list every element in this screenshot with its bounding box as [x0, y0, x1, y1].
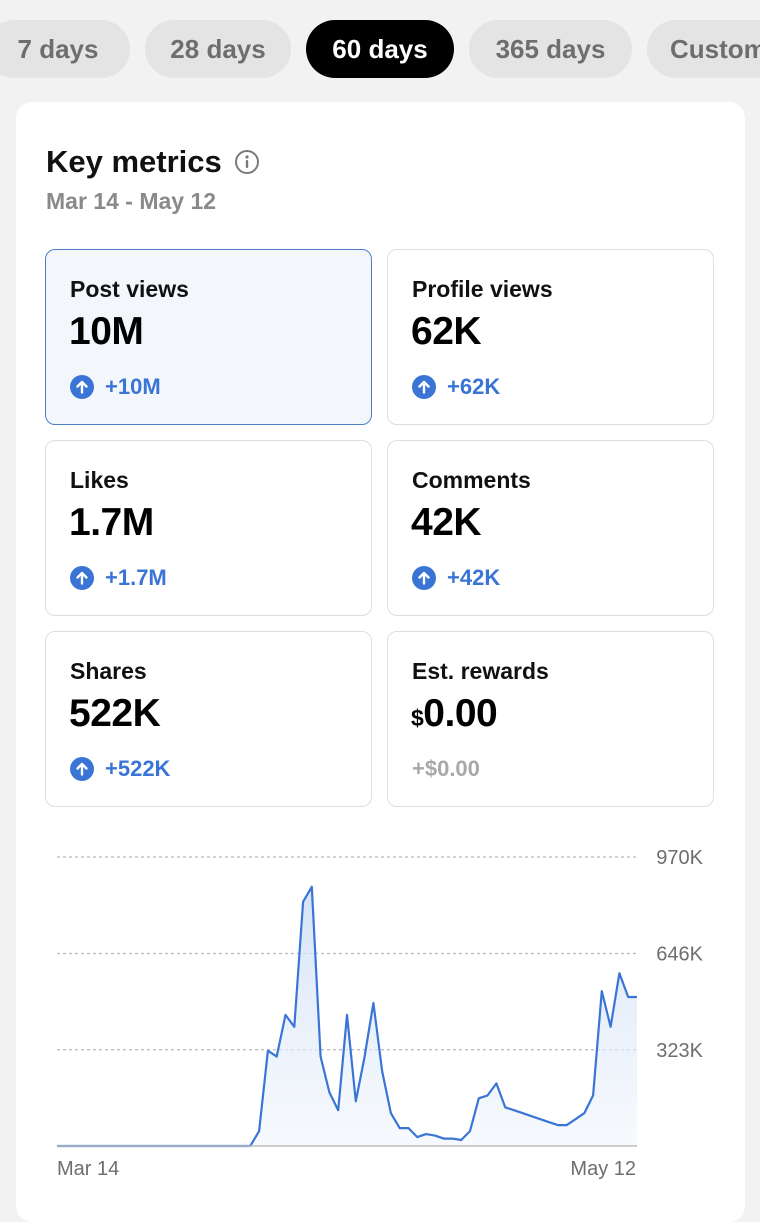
tab-label: 60 days — [332, 33, 428, 64]
metric-post-views[interactable]: Post views 10M +10M — [45, 249, 372, 425]
chart-y-tick-label: 970K — [656, 847, 703, 869]
metric-label: Shares — [70, 658, 147, 684]
tab-365-days[interactable]: 365 days — [469, 20, 632, 78]
card-title: Key metrics — [46, 144, 222, 179]
chart-x-tick-label: Mar 14 — [57, 1158, 119, 1180]
metric-change-text: +$0.00 — [412, 756, 480, 781]
date-range: Mar 14 - May 12 — [46, 188, 217, 214]
metric-label: Profile views — [412, 276, 553, 302]
tab-60-days[interactable]: 60 days — [306, 20, 454, 78]
metric-change: +1.7M — [70, 565, 167, 591]
metric-label: Post views — [70, 276, 189, 302]
arrow-up-icon — [70, 757, 94, 781]
metric-change-text: +42K — [447, 565, 501, 590]
metric-change: +522K — [70, 756, 170, 782]
metric-value: $0.00 — [411, 692, 498, 736]
info-icon[interactable] — [234, 149, 260, 175]
metric-change: +10M — [70, 374, 161, 400]
metric-shares[interactable]: Shares 522K +522K — [45, 631, 372, 807]
metric-label: Likes — [70, 467, 129, 493]
metric-change: +$0.00 — [412, 756, 480, 782]
chart-y-tick-label: 323K — [656, 1040, 703, 1062]
metric-value: 1.7M — [69, 501, 154, 544]
metric-value: 42K — [411, 501, 482, 544]
metric-est-rewards[interactable]: Est. rewards $0.00 +$0.00 — [387, 631, 714, 807]
tab-7-days[interactable]: 7 days — [0, 20, 130, 78]
arrow-up-icon — [70, 375, 94, 399]
tab-label: 28 days — [170, 33, 266, 64]
metric-change-text: +1.7M — [105, 565, 167, 590]
tab-28-days[interactable]: 28 days — [145, 20, 291, 78]
metric-change: +62K — [412, 374, 500, 400]
currency-symbol: $ — [411, 705, 424, 731]
metric-change-text: +10M — [105, 374, 161, 399]
tab-custom[interactable]: Custom — [647, 20, 760, 78]
metric-value: 10M — [69, 310, 144, 353]
metric-value: 522K — [69, 692, 161, 735]
metric-change-text: +522K — [105, 756, 171, 781]
metric-label: Est. rewards — [412, 658, 549, 684]
metric-value-amount: 0.00 — [423, 692, 498, 735]
arrow-up-icon — [412, 566, 436, 590]
tab-label: 7 days — [17, 33, 99, 64]
chart-y-tick-label: 646K — [656, 944, 703, 966]
metric-comments[interactable]: Comments 42K +42K — [387, 440, 714, 616]
metric-change-text: +62K — [447, 374, 501, 399]
chart-x-tick-labels: Mar 14 May 12 — [57, 1158, 636, 1180]
metric-change: +42K — [412, 565, 500, 591]
post-views-chart: 970K 646K 323K Mar 14 May 12 — [57, 847, 704, 1180]
key-metrics-card: Key metrics Mar 14 - May 12 Post views 1… — [16, 102, 745, 1222]
metric-label: Comments — [412, 467, 531, 493]
metric-profile-views[interactable]: Profile views 62K +62K — [387, 249, 714, 425]
title-row: Key metrics — [46, 144, 260, 180]
chart-y-tick-labels: 970K 646K 323K — [656, 847, 703, 1062]
chart-x-tick-label: May 12 — [570, 1158, 636, 1180]
metric-value: 62K — [411, 310, 482, 353]
arrow-up-icon — [412, 375, 436, 399]
metric-likes[interactable]: Likes 1.7M +1.7M — [45, 440, 372, 616]
date-range-tabs: 7 days 28 days 60 days 365 days Custom — [0, 20, 760, 80]
arrow-up-icon — [70, 566, 94, 590]
tab-label: 365 days — [495, 33, 606, 64]
tab-label: Custom — [670, 33, 760, 64]
